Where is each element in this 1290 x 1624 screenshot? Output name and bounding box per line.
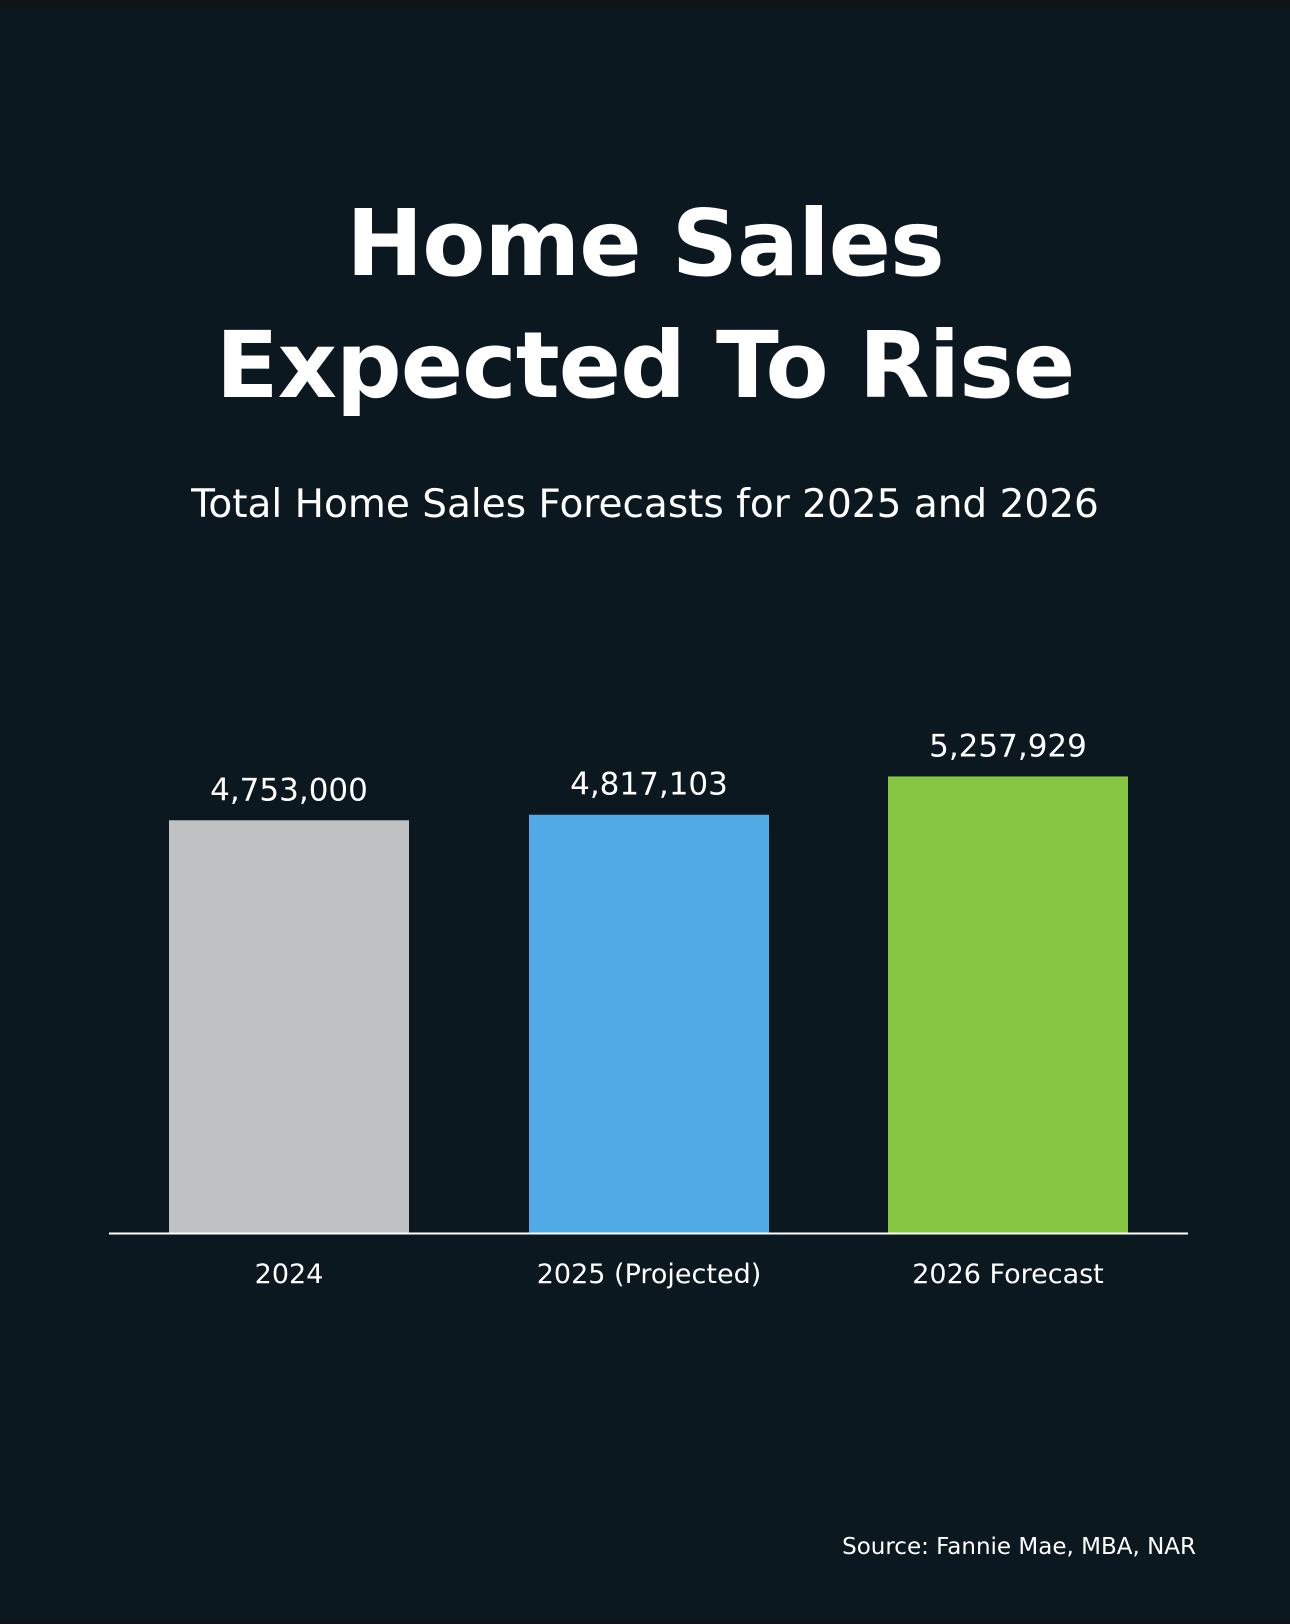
bar-2 <box>888 776 1128 1233</box>
category-label-0: 2024 <box>255 1259 324 1290</box>
bar-0 <box>169 820 409 1233</box>
bar-1 <box>529 814 769 1233</box>
chart-subtitle: Total Home Sales Forecasts for 2025 and … <box>191 482 1099 527</box>
chart-title-line-1: Home Sales <box>346 190 945 297</box>
category-label-1: 2025 (Projected) <box>537 1259 762 1290</box>
category-label-2: 2026 Forecast <box>912 1259 1104 1290</box>
value-label-2: 5,257,929 <box>929 728 1087 764</box>
value-label-1: 4,817,103 <box>570 767 728 803</box>
chart-title-line-2: Expected To Rise <box>215 312 1076 419</box>
source-note: Source: Fannie Mae, MBA, NAR <box>842 1534 1196 1560</box>
top-border <box>0 0 1290 8</box>
bottom-border <box>0 1618 1290 1624</box>
value-label-0: 4,753,000 <box>210 772 368 808</box>
